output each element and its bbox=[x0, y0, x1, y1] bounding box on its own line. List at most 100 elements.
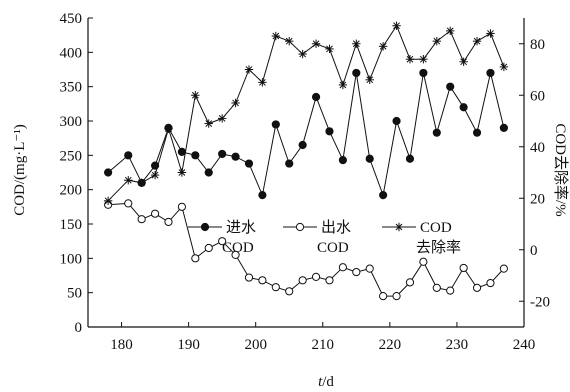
data-point bbox=[150, 209, 160, 218]
asterisk-stroke bbox=[406, 55, 414, 63]
asterisk-stroke bbox=[165, 125, 172, 133]
data-point bbox=[486, 29, 495, 38]
y-tick-label-right: 40 bbox=[530, 140, 545, 156]
y-tick-label-left: 450 bbox=[60, 11, 83, 27]
asterisk-stroke bbox=[151, 171, 159, 179]
data-point bbox=[204, 168, 213, 177]
asterisk-stroke bbox=[191, 91, 199, 99]
asterisk-stroke bbox=[339, 81, 347, 89]
data-point bbox=[338, 263, 347, 272]
series-1 bbox=[104, 68, 508, 200]
y-tick-label-left: 200 bbox=[60, 183, 83, 199]
asterisk-stroke bbox=[366, 76, 374, 84]
asterisk-stroke bbox=[205, 120, 213, 127]
data-point bbox=[271, 120, 280, 129]
legend-marker bbox=[394, 222, 404, 232]
y-tick-label-right: 80 bbox=[530, 37, 545, 53]
x-axis-label-unit: /d bbox=[322, 374, 334, 390]
data-point bbox=[338, 156, 347, 165]
y-tick-label-left: 350 bbox=[60, 80, 83, 96]
x-tick-label: 220 bbox=[379, 337, 402, 353]
asterisk-stroke bbox=[218, 115, 226, 122]
data-point bbox=[311, 92, 321, 102]
legend-label-line1: 出水 bbox=[321, 219, 351, 236]
data-point bbox=[204, 243, 213, 253]
data-point bbox=[392, 21, 401, 30]
y-tick-label-right: 0 bbox=[530, 243, 538, 259]
data-point bbox=[379, 292, 388, 301]
data-point bbox=[459, 263, 468, 273]
series-3 bbox=[103, 21, 509, 206]
data-point bbox=[231, 250, 240, 259]
data-point bbox=[244, 273, 254, 282]
legend-item-1: 进水 COD bbox=[188, 219, 256, 256]
data-point bbox=[177, 202, 187, 211]
data-point bbox=[191, 91, 200, 100]
y-tick-label-right: 20 bbox=[530, 191, 545, 207]
x-axis-label-variable: t bbox=[318, 374, 323, 390]
legend-item-3: COD 去除率 bbox=[382, 220, 461, 256]
data-point bbox=[204, 119, 213, 128]
asterisk-stroke bbox=[124, 176, 132, 184]
data-point bbox=[499, 62, 509, 72]
data-point bbox=[244, 159, 254, 168]
data-point bbox=[379, 191, 388, 200]
data-point bbox=[137, 178, 146, 187]
asterisk-stroke bbox=[420, 55, 427, 63]
data-point bbox=[405, 154, 415, 163]
series-line bbox=[107, 24, 505, 202]
data-point bbox=[325, 276, 334, 285]
data-point bbox=[365, 75, 374, 84]
data-point bbox=[446, 26, 455, 36]
data-point bbox=[285, 159, 294, 168]
legend-label-line2: COD bbox=[222, 240, 254, 256]
data-point bbox=[298, 140, 307, 150]
legend-label-line2: COD bbox=[317, 240, 349, 256]
data-point bbox=[419, 55, 428, 64]
data-point bbox=[258, 191, 267, 200]
asterisk-stroke bbox=[352, 40, 360, 48]
data-point bbox=[124, 199, 133, 208]
data-point bbox=[217, 114, 227, 123]
data-point bbox=[419, 68, 428, 78]
data-point bbox=[258, 276, 267, 285]
asterisk-stroke bbox=[272, 32, 280, 40]
data-point bbox=[298, 49, 307, 59]
legend-label-line2: 去除率 bbox=[416, 239, 461, 256]
data-point bbox=[352, 267, 361, 277]
data-point bbox=[231, 152, 240, 161]
data-point bbox=[499, 123, 508, 132]
data-point bbox=[104, 168, 113, 177]
data-point bbox=[177, 147, 187, 156]
legend-item-2: 出水 COD bbox=[283, 219, 351, 256]
asterisk-stroke bbox=[473, 37, 481, 45]
data-point bbox=[378, 42, 388, 51]
legend-marker bbox=[295, 222, 305, 232]
asterisk-stroke bbox=[245, 66, 253, 73]
data-point bbox=[419, 257, 428, 266]
x-axis-label: t/d bbox=[318, 374, 334, 390]
data-point bbox=[137, 215, 146, 224]
legend-label-line1: COD bbox=[420, 220, 452, 236]
legend-marker bbox=[200, 222, 210, 232]
x-tick-label: 210 bbox=[312, 337, 335, 353]
data-point bbox=[459, 57, 468, 66]
asterisk-stroke bbox=[312, 40, 320, 48]
data-point bbox=[298, 276, 307, 285]
data-point bbox=[124, 151, 133, 160]
asterisk-stroke bbox=[232, 99, 239, 107]
data-point bbox=[459, 103, 468, 112]
y-tick-label-left: 250 bbox=[60, 148, 83, 164]
y-tick-label-left: 50 bbox=[67, 286, 82, 302]
data-point bbox=[325, 44, 334, 54]
data-point bbox=[405, 55, 415, 64]
data-point bbox=[218, 149, 227, 159]
data-point bbox=[218, 237, 227, 246]
asterisk-stroke bbox=[500, 63, 508, 71]
data-point bbox=[432, 283, 441, 292]
x-tick-label: 230 bbox=[446, 337, 469, 353]
data-point bbox=[352, 68, 361, 78]
data-point bbox=[472, 36, 482, 46]
asterisk-stroke bbox=[433, 37, 441, 45]
